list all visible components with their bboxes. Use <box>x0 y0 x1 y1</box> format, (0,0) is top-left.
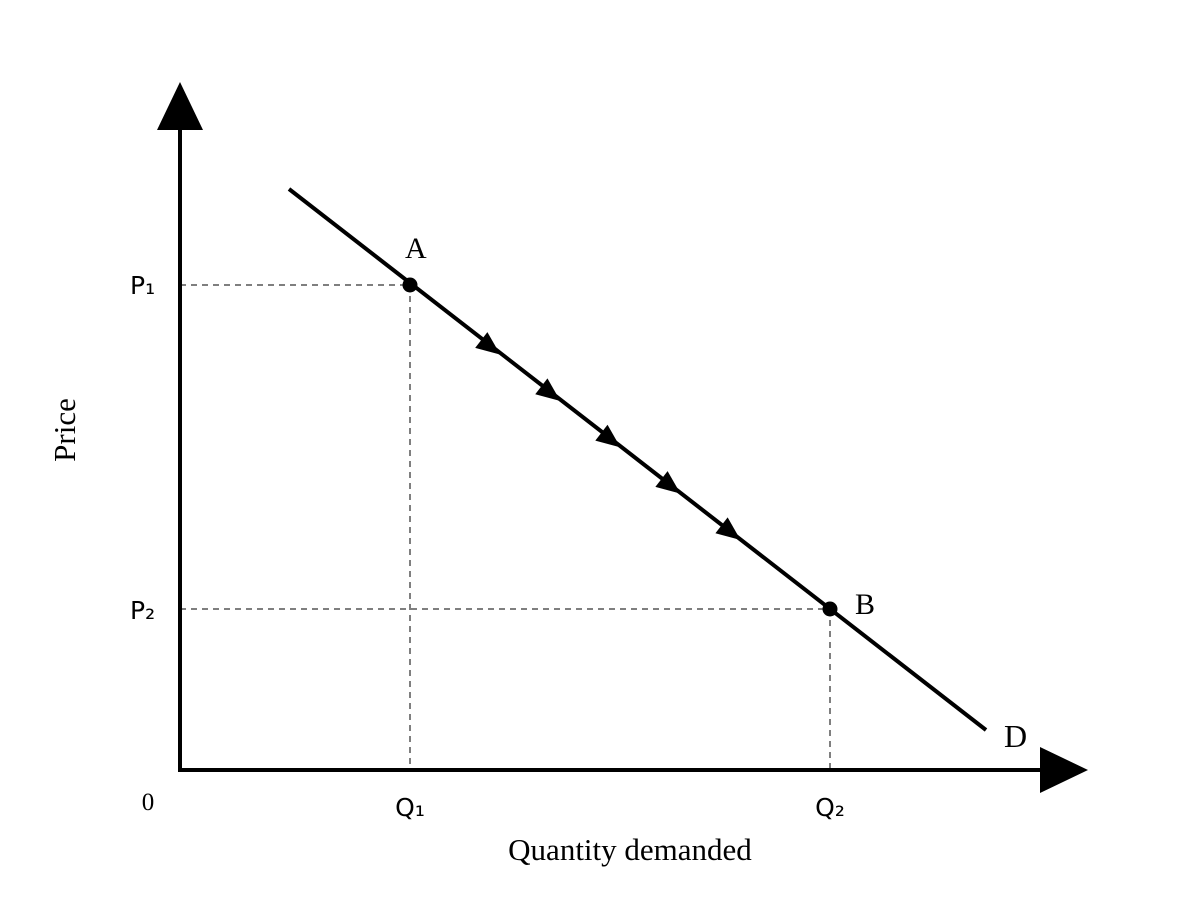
quantity-label-q1: Q₁ <box>395 793 425 822</box>
guide-lines <box>180 284 831 770</box>
demand-curve <box>287 187 988 732</box>
movement-arrow-icon <box>535 378 561 401</box>
movement-arrow-icon <box>655 471 681 494</box>
demand-curve-label: D <box>1004 718 1027 754</box>
origin-label: 0 <box>142 789 155 816</box>
y-axis-arrowhead <box>157 82 203 130</box>
quantity-label-q2: Q₂ <box>815 793 845 822</box>
price-label-p2: P₂ <box>130 596 155 625</box>
x-axis-title: Quantity demanded <box>508 832 752 867</box>
point-b-marker <box>822 601 838 617</box>
y-axis-title: Price <box>47 398 82 462</box>
price-label-p1: P₁ <box>130 271 155 300</box>
axes <box>157 82 1088 793</box>
movement-arrows <box>475 332 741 540</box>
point-a-label: A <box>405 232 427 265</box>
x-axis-arrowhead <box>1040 747 1088 793</box>
point-b-label: B <box>855 588 875 621</box>
movement-arrow-icon <box>715 517 741 540</box>
movement-arrow-icon <box>475 332 501 355</box>
movement-arrow-icon <box>595 424 621 448</box>
point-a-marker <box>402 277 418 293</box>
